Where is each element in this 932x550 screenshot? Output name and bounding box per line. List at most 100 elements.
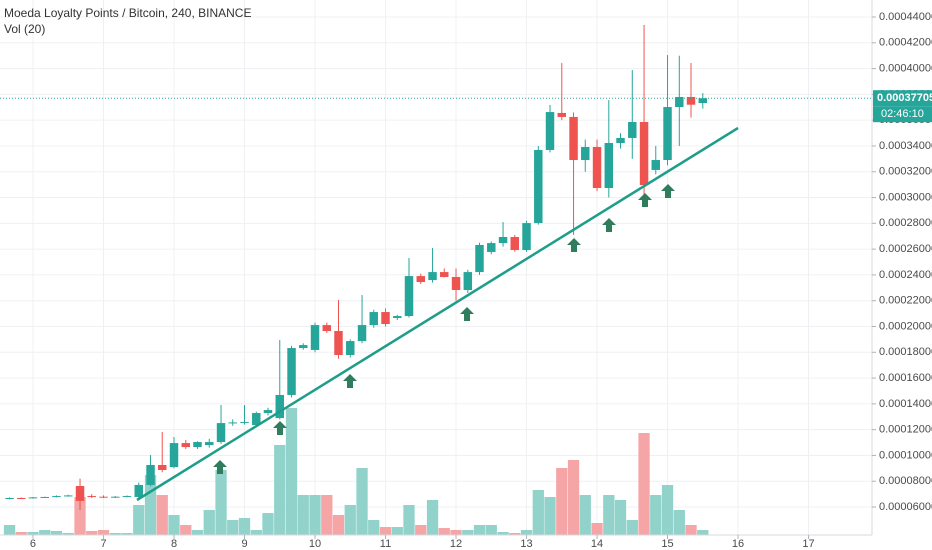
volume-bar	[673, 510, 685, 535]
candle-body	[146, 464, 155, 485]
candle-body	[487, 243, 496, 252]
volume-bar	[133, 505, 145, 535]
volume-bar	[532, 490, 544, 535]
y-tick-label: 0.00016000	[879, 372, 932, 384]
y-tick-label: 0.00028000	[879, 217, 932, 229]
x-tick-label: 10	[309, 538, 321, 550]
candle-body	[299, 345, 308, 349]
candle-body	[216, 423, 226, 443]
candle-body	[322, 325, 332, 332]
candle-body	[334, 331, 343, 355]
candle-body	[346, 341, 355, 355]
volume-bar	[144, 475, 157, 535]
arrow	[661, 184, 675, 198]
candle-body	[369, 312, 378, 326]
candle-body	[416, 276, 426, 283]
y-tick-label: 0.00010000	[879, 449, 932, 461]
volume-bar	[473, 525, 486, 535]
candle-body	[52, 496, 61, 498]
volume-bar	[685, 525, 697, 535]
candle-body	[522, 223, 531, 251]
y-tick-label: 0.00026000	[879, 243, 932, 255]
volume-bar	[661, 485, 674, 535]
volume-bar	[156, 495, 168, 535]
arrow	[213, 460, 227, 474]
y-tick-label: 0.00034000	[879, 140, 932, 152]
volume-bar	[356, 468, 368, 535]
symbol-title: Moeda Loyalty Points / Bitcoin, 240, BIN…	[4, 6, 251, 20]
candle-body	[404, 276, 414, 317]
volume-bar	[626, 520, 638, 535]
candle-body	[628, 121, 637, 138]
candle-body	[40, 496, 50, 498]
candle-body	[475, 244, 484, 273]
volume-bar	[215, 470, 227, 535]
volume-bar	[368, 520, 380, 535]
last-price-box	[873, 90, 932, 107]
countdown-box	[873, 106, 932, 123]
candle-body	[428, 272, 437, 281]
candle-body	[381, 312, 390, 325]
y-tick-label: 0.00032000	[879, 166, 932, 178]
volume-bar	[591, 523, 603, 535]
indicator-label: Vol (20)	[4, 22, 45, 36]
volume-bar	[614, 500, 627, 535]
volume-bar	[321, 495, 333, 535]
x-tick-label: 17	[802, 538, 814, 550]
candle-body	[686, 96, 696, 105]
candle-body	[651, 160, 660, 170]
candle-body	[169, 443, 179, 468]
volume-bar	[39, 530, 51, 535]
candle-body	[28, 497, 38, 499]
candle-body	[451, 276, 461, 291]
x-tick-label: 7	[100, 538, 106, 550]
candle-body	[275, 394, 284, 419]
volume-bar	[274, 445, 286, 535]
x-tick-label: 12	[450, 538, 462, 550]
candle-body	[5, 497, 14, 499]
y-tick-label: 0.00014000	[879, 398, 932, 410]
volume-bar	[603, 495, 615, 535]
candle-body	[181, 443, 191, 448]
candle-body	[498, 237, 508, 244]
volume-bar	[285, 408, 298, 535]
candle-body	[357, 325, 367, 342]
candle-body	[663, 107, 672, 161]
volume-bar	[391, 527, 403, 535]
arrow	[602, 218, 616, 232]
x-tick-label: 11	[380, 538, 391, 550]
volume-bar	[203, 510, 215, 535]
x-tick-label: 13	[520, 538, 532, 550]
volume-bar	[309, 495, 321, 535]
candle-body	[592, 146, 602, 189]
candle-body	[287, 348, 296, 395]
y-tick-label: 0.00006000	[879, 501, 932, 513]
volume-bar	[27, 532, 39, 535]
y-tick-label: 0.00020000	[879, 320, 932, 332]
volume-bar	[15, 532, 27, 535]
volume-bar	[227, 520, 239, 535]
candle-body	[393, 316, 402, 318]
candle-body	[16, 497, 26, 499]
candle-body	[310, 325, 320, 350]
y-tick-label: 0.00018000	[879, 346, 932, 358]
candle-body	[87, 496, 96, 498]
candle-body	[240, 421, 249, 423]
arrow	[567, 238, 581, 252]
volume-bar	[97, 530, 110, 535]
candle-body	[616, 137, 625, 144]
candle-body	[510, 237, 519, 251]
volume-bar	[180, 525, 192, 535]
arrow	[460, 307, 474, 321]
last-price-label: 0.00037705	[877, 92, 932, 104]
volume-bar	[650, 495, 662, 535]
volume-bar	[250, 530, 262, 535]
countdown-label: 02:46:10	[881, 108, 924, 120]
candle-body	[569, 116, 578, 161]
arrow	[343, 374, 357, 388]
volume-bar	[121, 533, 133, 535]
volume-bar	[462, 530, 474, 535]
y-tick-label: 0.00024000	[879, 269, 932, 281]
candle-body	[111, 496, 120, 498]
